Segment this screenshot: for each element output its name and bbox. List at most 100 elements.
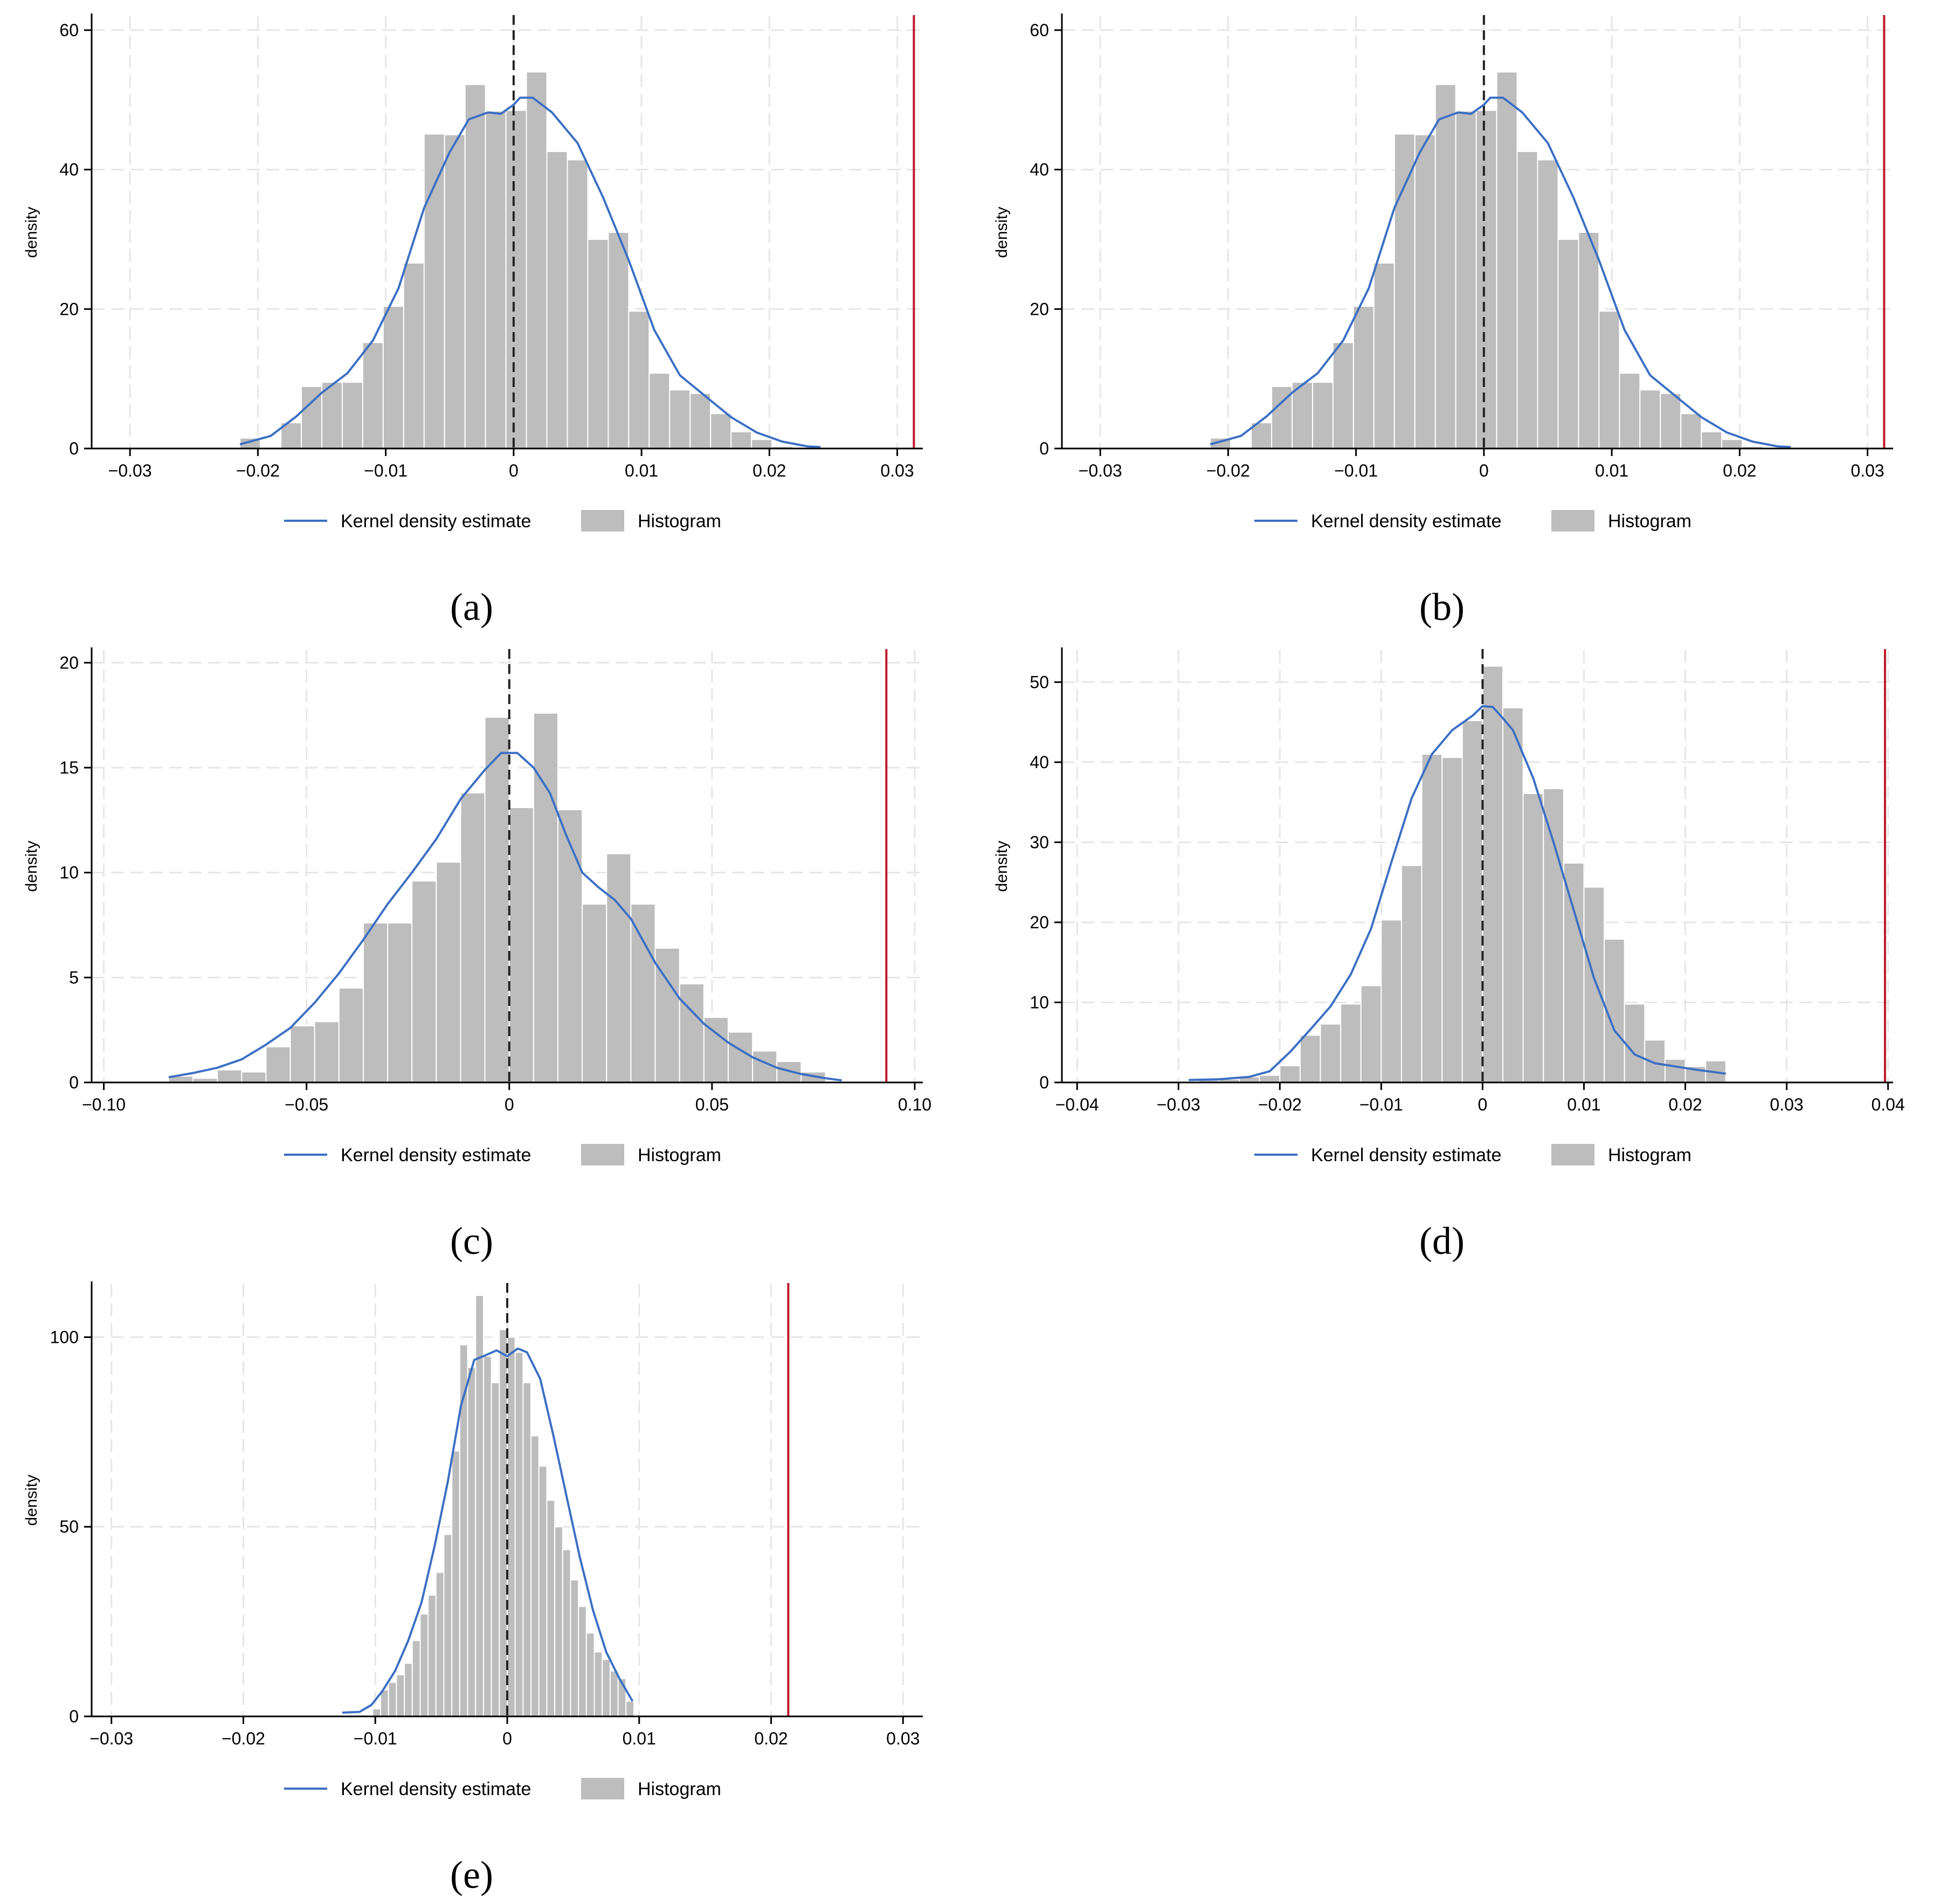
histogram-bar: [484, 716, 510, 1083]
histogram-bar: [1475, 109, 1497, 449]
histogram-bar: [1598, 311, 1620, 449]
y-tick-label: 40: [1030, 160, 1049, 180]
kde-curve: [239, 96, 821, 449]
chart-panel-c: 0 5 10 15 20 −0.10 −0.05 0 0.05 0.10 density Kernel…: [0, 634, 965, 1268]
x-tick-label: 0: [1479, 461, 1489, 480]
histogram-bar: [585, 1632, 595, 1717]
histogram-bar: [289, 1025, 315, 1083]
histogram-bar: [669, 389, 691, 449]
y-tick-label: 40: [1030, 753, 1049, 772]
histogram-bar: [1537, 159, 1559, 450]
histogram-bar: [1619, 372, 1641, 449]
histogram-bar: [403, 262, 425, 449]
histogram-bar: [567, 159, 589, 450]
histogram-bar: [1482, 665, 1504, 1084]
chart-panel-a: 0 20 40 60 −0.03 −0.02 −0.01 0 0.01 0.02 0.03 densi…: [0, 0, 965, 634]
x-tick-label: −0.03: [108, 461, 152, 480]
histogram-bar: [508, 806, 534, 1083]
histogram-bar: [1373, 262, 1395, 449]
histogram-bar: [436, 861, 461, 1083]
x-tick-label: 0.01: [625, 461, 658, 480]
histogram-bar: [1522, 792, 1544, 1083]
x-tick-label: −0.03: [89, 1729, 133, 1748]
histogram-bar: [1259, 1074, 1281, 1084]
legend-hist-swatch: [1551, 1144, 1594, 1165]
histogram-bar: [1502, 707, 1524, 1083]
legend-hist-swatch: [581, 1778, 624, 1799]
histogram-bar: [1340, 1003, 1362, 1083]
histogram-bar: [443, 1534, 453, 1717]
x-tick-label: 0.03: [1851, 461, 1884, 480]
histogram-bar: [1516, 150, 1538, 450]
histogram-bar: [546, 1500, 556, 1717]
histogram-bar: [411, 1640, 421, 1717]
histogram-bar: [1279, 1065, 1301, 1083]
histogram-bar: [1496, 71, 1518, 449]
histogram-bar: [419, 1613, 429, 1717]
histogram-bar: [1543, 788, 1564, 1084]
histogram-bar: [1441, 757, 1463, 1083]
histogram-bar: [1380, 919, 1402, 1083]
x-tick-label: 0: [1478, 1095, 1488, 1114]
histogram-bar: [625, 1700, 634, 1717]
y-tick-label: 20: [1030, 299, 1049, 319]
histogram-bar: [464, 84, 486, 449]
histogram-bar: [1251, 422, 1273, 450]
x-tick-label: −0.03: [1079, 461, 1122, 480]
legend: Kernel density estimate Histogram: [1254, 510, 1692, 532]
histogram-bar: [427, 1594, 437, 1717]
panel-caption: (e): [450, 1853, 493, 1896]
histogram-bar: [265, 1046, 291, 1084]
histogram-bar: [522, 1382, 532, 1717]
histogram-bar: [530, 1435, 540, 1717]
histogram-bar: [570, 1579, 579, 1717]
histogram-bar: [362, 342, 384, 449]
y-axis-title: density: [23, 206, 40, 258]
histogram-bar: [1664, 1058, 1686, 1083]
legend-hist-label: Histogram: [1608, 511, 1692, 532]
chart-svg-e: 0 50 100 −0.03 −0.02 −0.01 0 0.01 0.02 0.03 densit…: [23, 1281, 923, 1896]
histogram-bar: [1360, 985, 1382, 1084]
legend-hist-label: Histogram: [1608, 1145, 1692, 1165]
x-tick-label: −0.02: [236, 461, 280, 480]
x-tick-label: −0.02: [222, 1729, 265, 1748]
legend-hist-swatch: [1551, 510, 1594, 532]
histogram-bar: [388, 1681, 397, 1717]
histogram-bar: [751, 439, 773, 450]
histogram-bar: [321, 382, 343, 450]
histogram-bar: [1320, 1023, 1342, 1083]
y-tick-label: 15: [59, 758, 79, 777]
chart-svg-d: 0 10 20 30 40 50 −0.04 −0.03 −0.02 −0.01 0 0.01 0.02…: [993, 647, 1905, 1263]
histogram-bar: [314, 1021, 340, 1084]
legend-kde-label: Kernel density estimate: [341, 1145, 531, 1165]
y-axis-title: density: [993, 206, 1011, 258]
histogram-bars: [168, 712, 826, 1084]
y-tick-label: 0: [69, 439, 79, 458]
histogram-bar: [380, 1689, 389, 1717]
histogram-bar: [1624, 1003, 1646, 1083]
y-tick-label: 20: [59, 299, 79, 319]
histogram-bar: [435, 1571, 445, 1717]
x-tick-label: 0: [502, 1729, 512, 1748]
histogram-bar: [1352, 306, 1375, 450]
histogram-bar: [505, 109, 527, 449]
histogram-bar: [648, 372, 671, 449]
histogram-bar: [362, 922, 389, 1083]
histogram-bar: [467, 1367, 477, 1717]
histogram-bar: [533, 712, 559, 1083]
histogram-bar: [582, 903, 607, 1083]
y-axis-title: density: [23, 1474, 40, 1526]
y-tick-label: 50: [59, 1517, 79, 1536]
histogram-bar: [387, 922, 413, 1083]
histogram-bar: [557, 809, 583, 1083]
histogram-bar: [578, 1605, 587, 1717]
legend-kde-label: Kernel density estimate: [341, 1779, 531, 1799]
panel-caption: (a): [450, 585, 493, 629]
histogram-bar: [526, 71, 548, 449]
chart-svg-b: 0 20 40 60 −0.03 −0.02 −0.01 0 0.01 0.02 0.03 densi…: [993, 13, 1893, 629]
legend-kde-label: Kernel density estimate: [341, 511, 531, 532]
histogram-bar: [1639, 389, 1661, 449]
histogram-bar: [562, 1549, 571, 1717]
legend: Kernel density estimate Histogram: [1254, 1144, 1692, 1165]
chart-panel-d: 0 10 20 30 40 50 −0.04 −0.03 −0.02 −0.01 0 0.01 0.02…: [970, 634, 1935, 1268]
